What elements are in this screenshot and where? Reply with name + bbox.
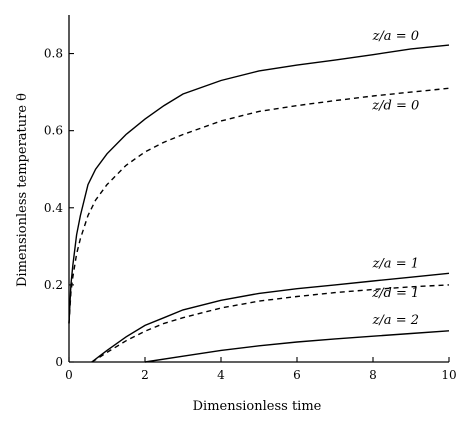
x-tick-label: 10 [441, 368, 456, 382]
y-tick-label: 0.4 [44, 201, 63, 215]
plot-area [68, 15, 449, 363]
series-line-1 [68, 44, 450, 324]
x-tick-label: 8 [369, 368, 377, 382]
series-label-1: z/a = 0 [372, 29, 419, 44]
y-tick-label: 0.6 [44, 124, 63, 138]
x-axis-title: Dimensionless time [193, 399, 322, 414]
x-tick-label: 2 [141, 368, 149, 382]
series-label-4: z/d = 1 [371, 286, 419, 301]
series-label-5: z/a = 2 [372, 313, 419, 328]
y-tick-label: 0 [55, 355, 63, 369]
series-labels: z/a = 0 z/d = 0 z/a = 1 z/d = 1 z/a = 2 [371, 29, 419, 328]
series-line-5 [144, 330, 450, 363]
x-tick-label: 0 [65, 368, 73, 382]
y-axis-title: Dimensionless temperature θ [15, 93, 30, 287]
series-label-2: z/d = 0 [371, 98, 419, 113]
y-tick-label: 0.2 [44, 278, 63, 292]
series-line-4 [91, 284, 450, 363]
series-line-3 [91, 272, 450, 363]
series-group [68, 44, 450, 363]
series-label-3: z/a = 1 [372, 257, 419, 272]
y-tick-label: 0.8 [44, 47, 63, 61]
x-tick-label: 6 [293, 368, 301, 382]
x-tick-label: 4 [217, 368, 225, 382]
ticks: 0 2 4 6 8 10 0 0.2 0.4 0.6 0.8 [44, 47, 457, 382]
